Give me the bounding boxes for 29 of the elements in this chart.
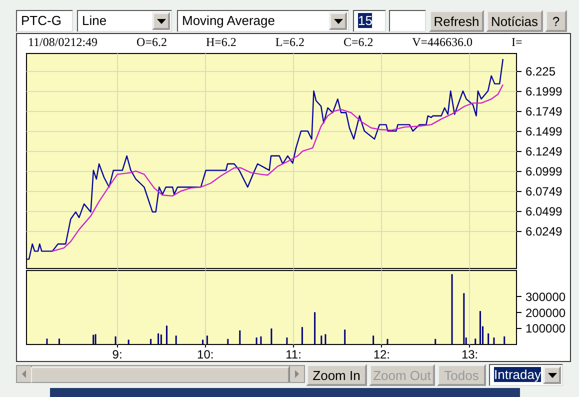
x-tick-label: 11: (286, 348, 302, 362)
y-tick-label: 6.0999 (526, 164, 563, 179)
y-tick-label: 6.225 (526, 64, 556, 79)
y-tick-label: 6.0499 (526, 204, 563, 219)
text: PTC-G (21, 13, 62, 28)
y-tick-label: 6.0249 (526, 224, 563, 239)
y-tick-label: 6.1999 (526, 84, 563, 99)
text: Refresh (434, 14, 480, 29)
text: Intraday (494, 367, 541, 382)
text: Notícias (491, 14, 538, 29)
text: ? (552, 14, 560, 29)
text: Zoom In (312, 368, 360, 383)
y-tick-label: 6.0749 (526, 184, 563, 199)
x-tick-label: 10: (197, 348, 214, 362)
text: Line (82, 13, 107, 28)
y-tick-label: 100000 (526, 322, 566, 336)
x-tick-label: 12: (373, 348, 390, 362)
x-tick-label: 13: (461, 348, 478, 362)
text: Zoom Out (373, 368, 431, 383)
y-tick-label: 6.1249 (526, 144, 563, 159)
chart-subtitle: 11/08/0212:49 O=6.2 H=6.2 L=6.2 C=6.2 V=446636.0 I= (28, 35, 522, 50)
text: Moving Average (182, 13, 275, 28)
y-tick-label: 6.1499 (526, 124, 563, 139)
y-tick-label: 200000 (526, 306, 566, 320)
y-tick-label: 6.1749 (526, 104, 563, 119)
text: Todos (444, 368, 479, 383)
y-tick-label: 300000 (526, 290, 566, 304)
text: 15 (358, 13, 372, 28)
x-tick-label: 9: (112, 348, 122, 362)
